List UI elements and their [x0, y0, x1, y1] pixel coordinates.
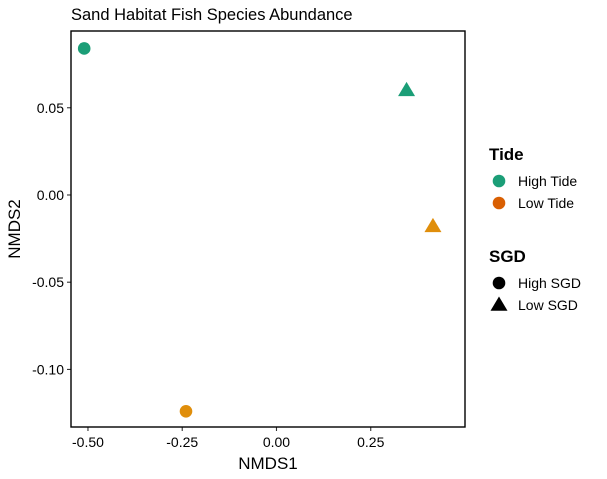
- x-tick-label: 0.00: [263, 434, 290, 450]
- y-tick-label: -0.10: [32, 361, 64, 377]
- y-tick-label: 0.00: [37, 187, 64, 203]
- data-point: [398, 81, 416, 97]
- y-tick-label: 0.05: [37, 100, 64, 116]
- legend-key: [490, 296, 508, 311]
- data-point: [424, 217, 442, 233]
- x-axis-title: NMDS1: [238, 454, 298, 473]
- legend-label: Low SGD: [518, 297, 578, 313]
- legend-key: [492, 174, 506, 188]
- legend-label: High SGD: [518, 275, 581, 291]
- legend-title: Tide: [489, 145, 524, 164]
- y-tick-label: -0.05: [32, 274, 64, 290]
- legend-label: High Tide: [518, 173, 577, 189]
- legend-label: Low Tide: [518, 195, 574, 211]
- y-axis-title: NMDS2: [5, 199, 24, 259]
- data-point: [77, 42, 91, 55]
- x-tick-label: -0.50: [72, 434, 104, 450]
- x-axis: -0.50 -0.25 0.00 0.25: [72, 427, 385, 450]
- legend: Tide High Tide Low Tide SGD High SGD Low SGD: [489, 145, 581, 313]
- x-tick-label: 0.25: [357, 434, 384, 450]
- x-tick-label: -0.25: [166, 434, 198, 450]
- legend-title: SGD: [489, 247, 526, 266]
- data-points: [77, 42, 442, 418]
- legend-tide: Tide High Tide Low Tide: [489, 145, 577, 211]
- legend-key: [492, 196, 506, 210]
- y-axis: 0.05 0.00 -0.05 -0.10: [32, 100, 71, 377]
- legend-key: [492, 276, 506, 290]
- chart-title: Sand Habitat Fish Species Abundance: [71, 6, 353, 24]
- legend-sgd: SGD High SGD Low SGD: [489, 247, 581, 313]
- data-point: [179, 404, 193, 418]
- plot-panel: [70, 30, 466, 428]
